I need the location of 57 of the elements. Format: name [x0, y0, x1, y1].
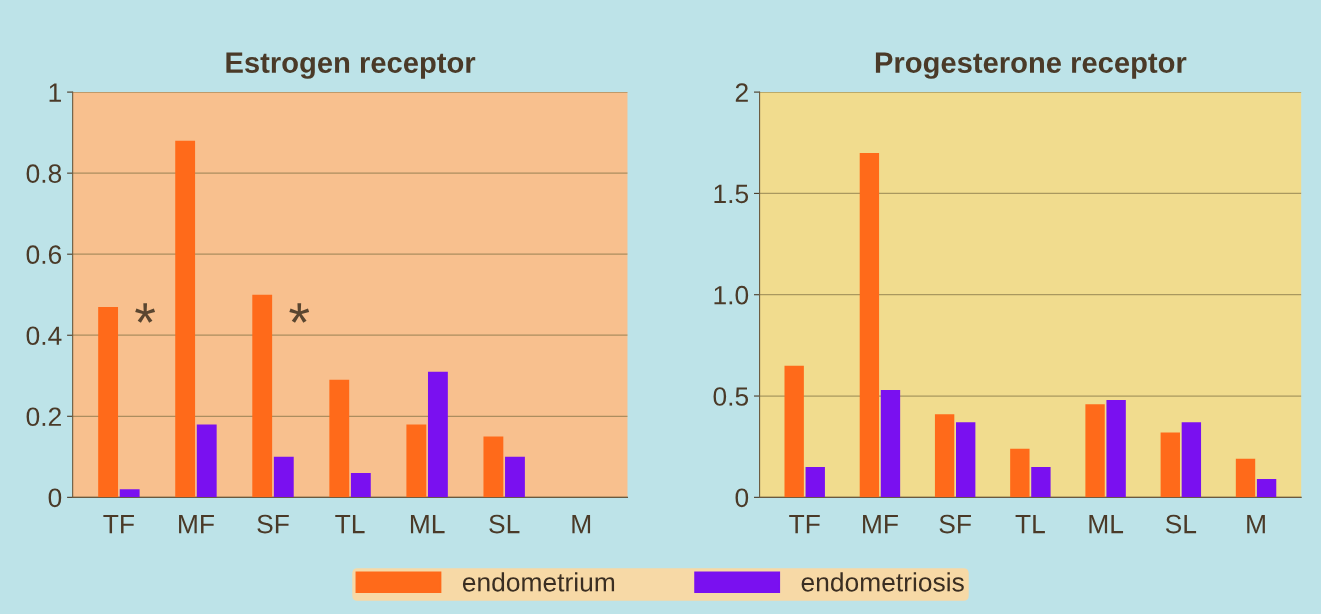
y-tick-label: 0.5 — [713, 387, 749, 406]
bar — [1010, 448, 1030, 498]
bar — [175, 140, 196, 498]
bar — [505, 456, 525, 498]
bar — [427, 371, 448, 498]
y-tick-label: 1.0 — [714, 285, 749, 305]
y-tick-label: 0.8 — [26, 164, 62, 183]
bar — [1106, 400, 1126, 498]
bar — [1181, 422, 1202, 498]
y-tick-label: 0 — [48, 488, 62, 508]
chart-title: Progesterone receptor — [875, 52, 1187, 79]
bar — [406, 424, 427, 498]
legend-label: endometriosis — [801, 572, 964, 592]
x-tick-label: SF — [939, 514, 971, 534]
bar — [252, 294, 273, 498]
x-tick-label: TF — [103, 514, 134, 534]
bar — [196, 424, 217, 498]
bar — [1031, 466, 1051, 498]
bar — [784, 365, 804, 498]
x-tick-label: MF — [179, 514, 214, 534]
y-tick-label: 1 — [49, 83, 61, 102]
x-tick-label: TL — [1015, 514, 1045, 534]
bar — [805, 466, 825, 498]
bar — [859, 152, 880, 498]
bar — [350, 473, 371, 498]
bar — [119, 489, 140, 498]
x-tick-label: SF — [257, 514, 289, 534]
x-tick-label: ML — [410, 514, 445, 534]
bar — [273, 456, 294, 498]
y-tick-label: 2 — [735, 83, 748, 102]
bar — [1085, 404, 1105, 498]
legend-label: endometrium — [462, 572, 615, 592]
x-tick-label: SL — [1165, 514, 1197, 534]
bar — [483, 436, 504, 498]
bar — [1256, 479, 1277, 498]
chart-title: Estrogen receptor — [226, 52, 476, 79]
bar — [98, 306, 119, 498]
y-tick-label: 0.4 — [26, 326, 62, 346]
bar — [329, 379, 350, 498]
bar — [1160, 432, 1180, 498]
y-tick-label: 0.2 — [26, 407, 61, 427]
y-tick-label: 0.6 — [26, 245, 62, 265]
x-tick-label: SL — [489, 514, 520, 534]
y-tick-label: 1.5 — [714, 184, 749, 204]
bar — [1235, 458, 1256, 498]
bar — [956, 422, 976, 498]
x-tick-label: ML — [1089, 514, 1124, 534]
bar — [880, 389, 901, 498]
bar — [934, 414, 955, 498]
annotation: * — [289, 303, 310, 323]
annotation: * — [135, 303, 156, 323]
x-tick-label: M — [1247, 514, 1265, 534]
y-tick-label: 0 — [735, 488, 749, 508]
x-tick-label: TL — [335, 514, 365, 534]
x-tick-label: MF — [863, 514, 898, 534]
x-tick-label: M — [572, 514, 591, 534]
x-tick-label: TF — [789, 514, 820, 534]
